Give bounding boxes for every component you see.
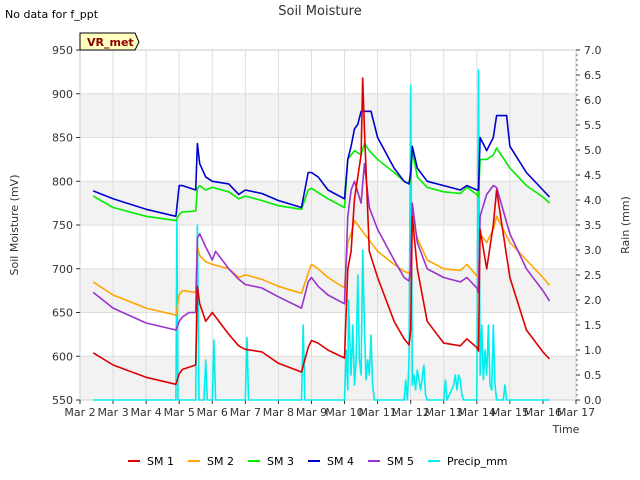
- y2-tick-label: 5.5: [584, 119, 602, 132]
- y2-tick-label: 3.5: [584, 219, 602, 232]
- x-tick-label: Mar 5: [164, 406, 195, 419]
- y2-tick-label: 7.0: [584, 44, 602, 57]
- badge-shape: [79, 32, 140, 51]
- legend-label-sm-4: SM 4: [327, 455, 354, 468]
- x-tick-label: Mar 7: [230, 406, 261, 419]
- x-tick-label: Mar 9: [296, 406, 327, 419]
- y2-axis-label: Rain (mm): [619, 196, 632, 254]
- background-band: [80, 268, 576, 313]
- x-tick-label: Mar 14: [458, 406, 496, 419]
- y-tick-label: 800: [52, 175, 73, 188]
- x-tick-label: Mar 3: [97, 406, 128, 419]
- series-line-precip-mm: [93, 69, 550, 401]
- legend-label-sm-1: SM 1: [147, 455, 174, 468]
- y-tick-label: 850: [52, 132, 73, 145]
- badge-label: VR_met: [87, 36, 134, 49]
- y2-tick-label: 6.5: [584, 69, 602, 82]
- background-bands: [80, 93, 576, 400]
- x-tick-label: Mar 11: [358, 406, 396, 419]
- legend-label-sm-3: SM 3: [267, 455, 294, 468]
- y-axis-ticks: 550 600 650 700 750 800 850 900 950: [52, 44, 80, 407]
- series-line-sm-3: [92, 142, 551, 222]
- x-tick-label: Mar 4: [131, 406, 162, 419]
- legend: SM 1 SM 2 SM 3 SM 4 SM 5 Precip_mm: [128, 455, 508, 468]
- y-axis-label: Soil Moisture (mV): [8, 175, 21, 276]
- y-tick-label: 600: [52, 350, 73, 363]
- x-axis-label: Time: [552, 423, 580, 436]
- legend-label-sm-5: SM 5: [387, 455, 414, 468]
- x-tick-label: Mar 8: [263, 406, 294, 419]
- y-tick-label: 900: [52, 88, 73, 101]
- y2-tick-label: 1.0: [584, 344, 602, 357]
- y-tick-label: 650: [52, 307, 73, 320]
- no-data-note: No data for f_ppt: [5, 8, 99, 21]
- x-tick-label: Mar 10: [325, 406, 363, 419]
- y-tick-label: 550: [52, 394, 73, 407]
- x-tick-label: Mar 13: [425, 406, 463, 419]
- y2-axis-ticks: 0.0 0.5 1.0 1.5 2.0 2.5 3.0 3.5 4.0 4.5 5.0 5.5 6.0 6…: [576, 44, 602, 407]
- station-badge: VR_met: [79, 32, 140, 51]
- series-line-sm-5: [92, 162, 551, 331]
- y2-tick-label: 2.5: [584, 269, 602, 282]
- y2-tick-label: 4.5: [584, 169, 602, 182]
- y2-tick-label: 4.0: [584, 194, 602, 207]
- legend-label-sm-2: SM 2: [207, 455, 234, 468]
- background-band: [80, 93, 576, 138]
- x-tick-label: Mar 2: [64, 406, 95, 419]
- y2-tick-label: 0.0: [584, 394, 602, 407]
- y2-tick-label: 3.0: [584, 244, 602, 257]
- x-tick-label: Mar 15: [491, 406, 529, 419]
- y-tick-label: 750: [52, 219, 73, 232]
- series-lines: [92, 69, 551, 401]
- x-axis-ticks: Mar 2 Mar 3 Mar 4 Mar 5 Mar 6 Mar 7 Mar 8 Mar 9…: [64, 400, 595, 419]
- y2-tick-label: 5.0: [584, 144, 602, 157]
- x-tick-label: Mar 6: [197, 406, 228, 419]
- y2-tick-label: 2.0: [584, 294, 602, 307]
- series-line-sm-1: [92, 77, 551, 386]
- series-line-sm-4: [92, 110, 551, 218]
- y-tick-label: 950: [52, 44, 73, 57]
- y2-tick-label: 0.5: [584, 369, 602, 382]
- y2-tick-label: 1.5: [584, 319, 602, 332]
- y2-tick-label: 6.0: [584, 94, 602, 107]
- legend-label-precip-mm: Precip_mm: [447, 455, 508, 468]
- x-tick-label: Mar 17: [557, 406, 595, 419]
- chart-title: Soil Moisture: [278, 4, 362, 19]
- y-tick-label: 700: [52, 263, 73, 276]
- background-band: [80, 356, 576, 400]
- x-tick-label: Mar 16: [524, 406, 562, 419]
- x-tick-label: Mar 12: [392, 406, 430, 419]
